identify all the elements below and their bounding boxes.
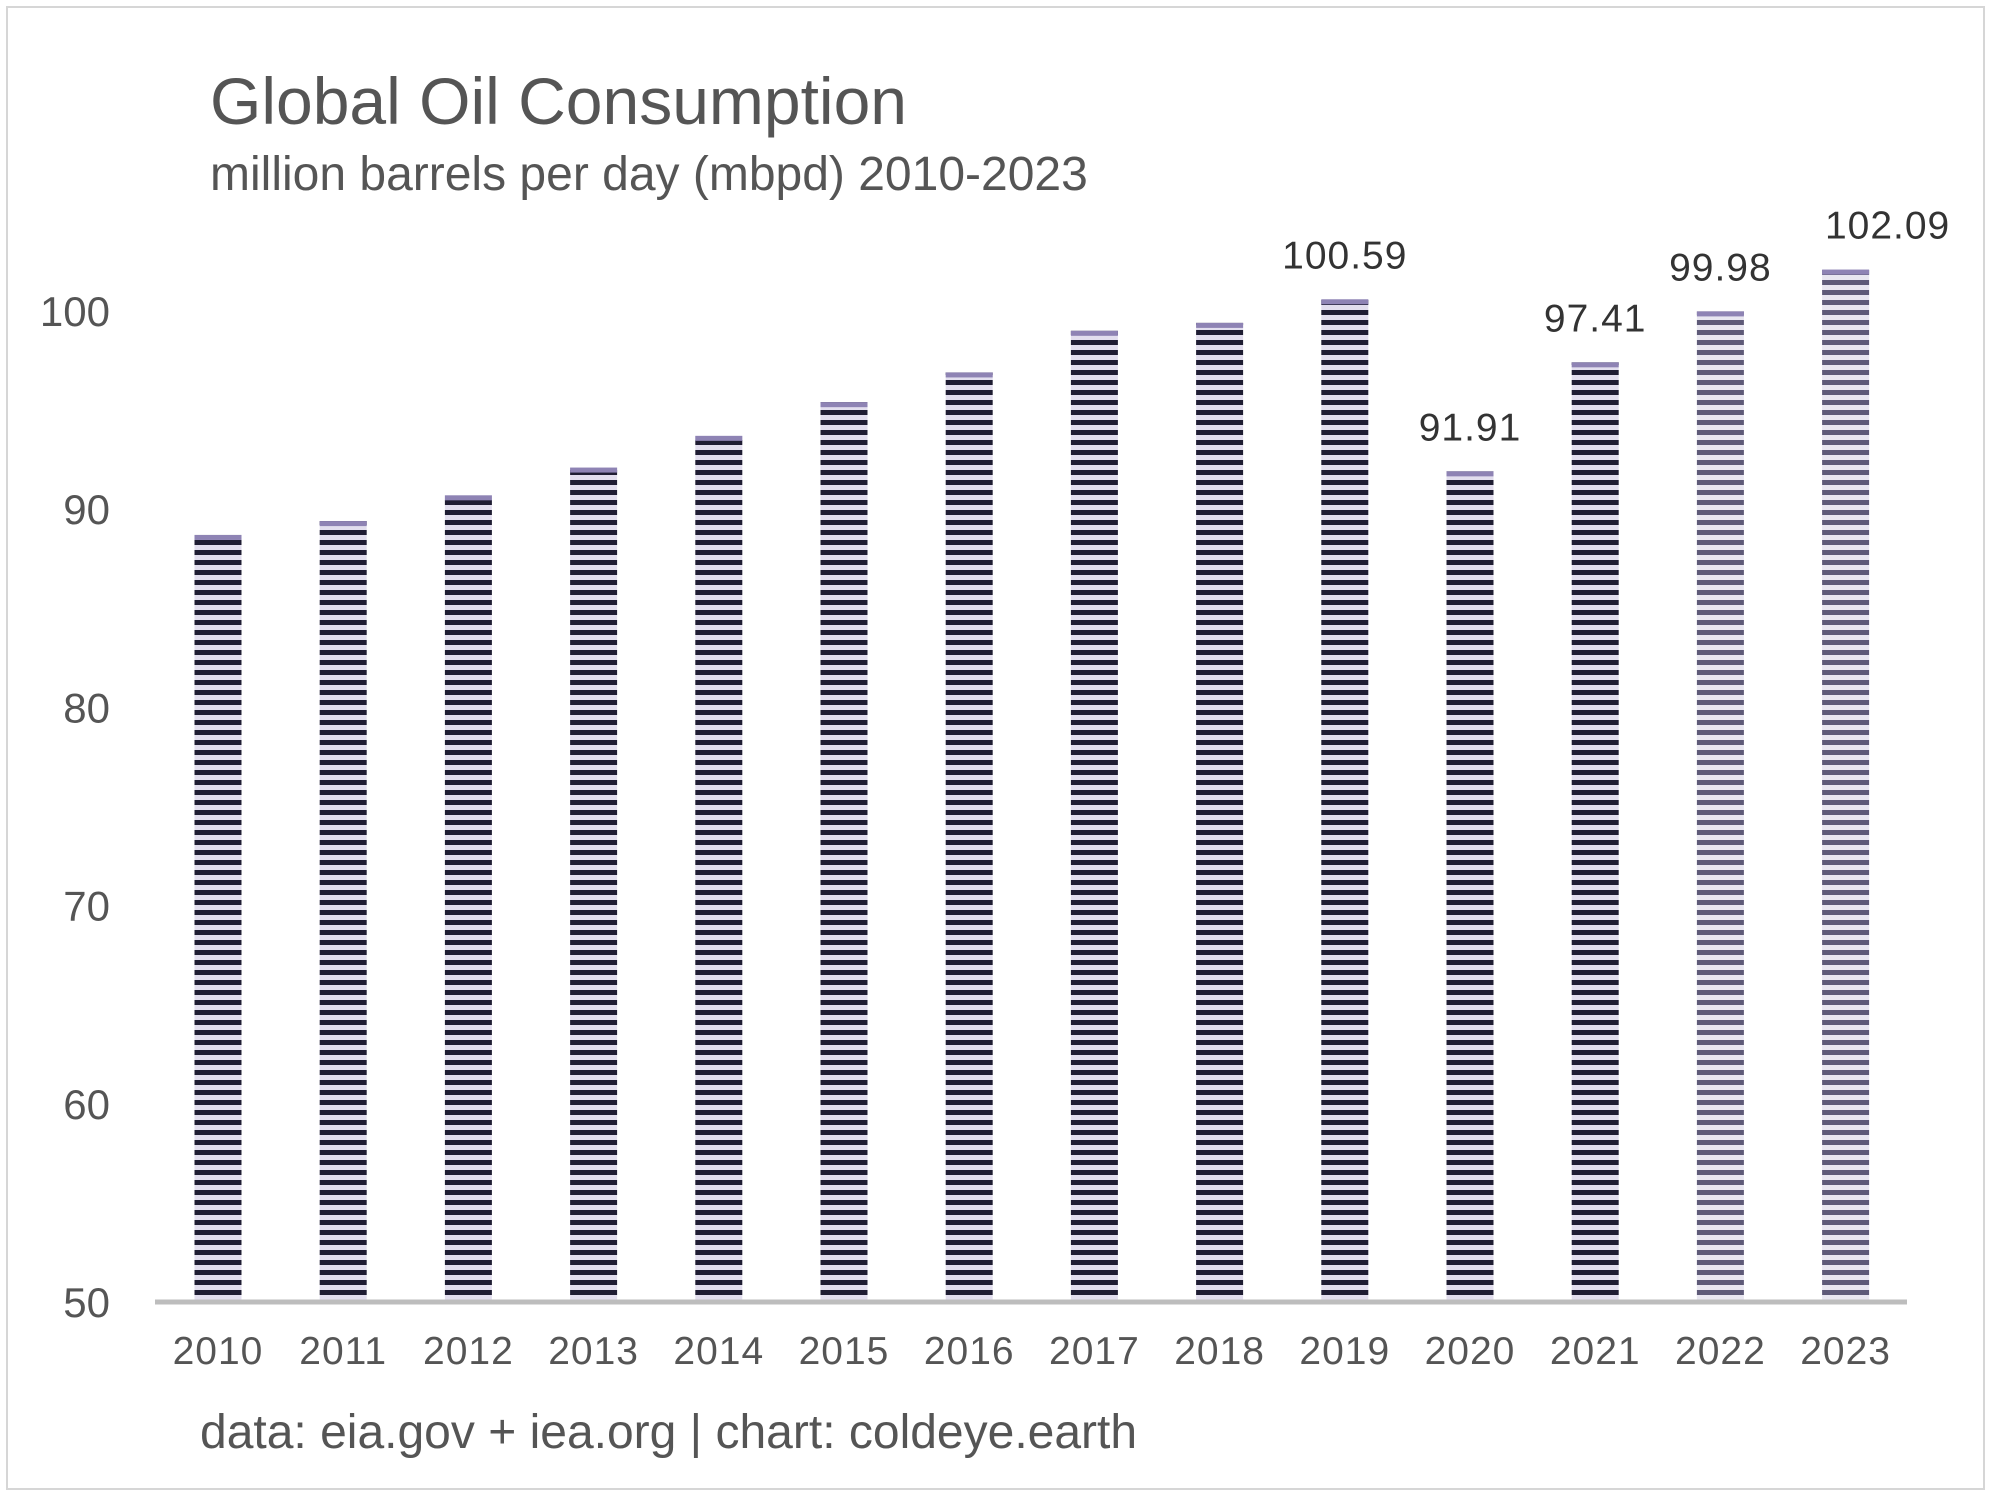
bar-2010 xyxy=(194,534,242,1302)
x-tick-label: 2010 xyxy=(173,1330,264,1373)
bar-2021 xyxy=(1571,362,1619,1302)
bar-top-2018 xyxy=(1196,322,1244,328)
bar-2018 xyxy=(1196,322,1244,1303)
bar-2011 xyxy=(319,521,367,1302)
bar-2016 xyxy=(945,372,993,1302)
y-tick-label: 70 xyxy=(63,883,110,930)
bar-top-2020 xyxy=(1446,471,1494,477)
data-label-2019: 100.59 xyxy=(1282,234,1407,277)
bar-2023 xyxy=(1822,269,1870,1303)
data-label-2023: 102.09 xyxy=(1825,205,1950,248)
x-axis-ticks: 2010 2011 2012 2013 2014 2015 2016 2017 2018 2019… xyxy=(173,1330,1891,1373)
x-tick-label: 2012 xyxy=(423,1330,514,1373)
bar-2014 xyxy=(695,435,743,1303)
bar-top-2023 xyxy=(1822,269,1870,275)
data-labels-group: 100.59 91.91 97.41 99.98 102.09 xyxy=(1282,205,1950,450)
bar-2022 xyxy=(1696,311,1744,1303)
y-tick-label: 50 xyxy=(63,1279,110,1326)
data-label-2021: 97.41 xyxy=(1544,297,1647,340)
bar-2020 xyxy=(1446,471,1494,1302)
bar-2012 xyxy=(444,495,492,1302)
bar-top-2015 xyxy=(820,402,868,408)
bar-top-2014 xyxy=(695,435,743,441)
bar-2017 xyxy=(1070,330,1118,1302)
bar-top-2016 xyxy=(945,372,993,378)
x-tick-label: 2022 xyxy=(1675,1330,1766,1373)
bar-2015 xyxy=(820,402,868,1302)
bar-top-2019 xyxy=(1321,299,1369,305)
x-tick-label: 2018 xyxy=(1174,1330,1265,1373)
bar-top-2011 xyxy=(319,521,367,527)
bar-2019 xyxy=(1321,299,1369,1302)
bar-top-2021 xyxy=(1571,362,1619,368)
y-tick-label: 80 xyxy=(63,684,110,731)
data-label-2022: 99.98 xyxy=(1669,246,1772,289)
x-tick-label: 2011 xyxy=(299,1330,387,1373)
y-axis-ticks: 50 60 70 80 90 100 xyxy=(40,288,110,1326)
y-tick-label: 100 xyxy=(40,288,110,335)
bar-top-2013 xyxy=(570,467,618,473)
chart-subtitle: million barrels per day (mbpd) 2010-2023 xyxy=(210,148,1088,201)
data-label-2020: 91.91 xyxy=(1419,406,1522,449)
x-tick-label: 2021 xyxy=(1550,1330,1641,1373)
bar-top-2017 xyxy=(1070,330,1118,336)
x-tick-label: 2019 xyxy=(1299,1330,1390,1373)
x-tick-label: 2017 xyxy=(1049,1330,1140,1373)
x-tick-label: 2015 xyxy=(799,1330,890,1373)
bar-top-2022 xyxy=(1696,311,1744,317)
x-tick-label: 2016 xyxy=(924,1330,1015,1373)
bar-2013 xyxy=(570,467,618,1302)
x-tick-label: 2014 xyxy=(673,1330,764,1373)
chart-title: Global Oil Consumption xyxy=(210,64,907,138)
x-tick-label: 2013 xyxy=(548,1330,639,1373)
bars-group xyxy=(194,269,1870,1303)
chart-footer: data: eia.gov + iea.org | chart: coldeye… xyxy=(200,1406,1137,1459)
bar-top-2010 xyxy=(194,534,242,540)
y-tick-label: 90 xyxy=(63,486,110,533)
y-tick-label: 60 xyxy=(63,1081,110,1128)
x-tick-label: 2023 xyxy=(1800,1330,1891,1373)
bar-top-2012 xyxy=(444,495,492,501)
x-tick-label: 2020 xyxy=(1425,1330,1516,1373)
